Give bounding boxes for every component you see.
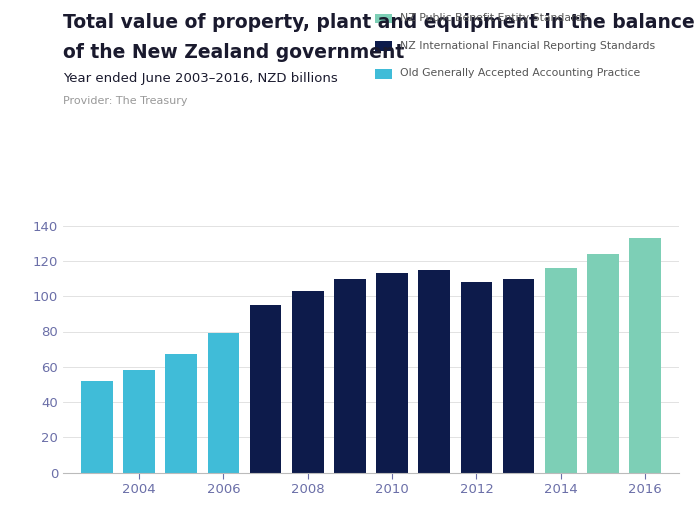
Bar [461, 282, 492, 472]
Bar [334, 279, 365, 472]
Bar [207, 333, 239, 472]
Bar [292, 291, 323, 472]
Text: Total value of property, plant and equipment in the balance sheet: Total value of property, plant and equip… [63, 13, 700, 32]
Bar [503, 279, 535, 472]
Bar [165, 354, 197, 472]
Bar [545, 268, 577, 472]
Text: of the New Zealand government: of the New Zealand government [63, 43, 405, 62]
Bar [419, 270, 450, 472]
Text: Year ended June 2003–2016, NZD billions: Year ended June 2003–2016, NZD billions [63, 72, 337, 86]
Text: figure.nz: figure.nz [597, 15, 673, 29]
Bar [81, 381, 113, 472]
Text: Provider: The Treasury: Provider: The Treasury [63, 96, 188, 106]
Text: NZ International Financial Reporting Standards: NZ International Financial Reporting Sta… [400, 40, 655, 51]
Text: Old Generally Accepted Accounting Practice: Old Generally Accepted Accounting Practi… [400, 68, 640, 79]
Bar [123, 370, 155, 472]
Bar [587, 254, 619, 472]
Bar [377, 274, 408, 472]
Text: NZ Public Benefit Entity Standards: NZ Public Benefit Entity Standards [400, 13, 588, 23]
Bar [250, 305, 281, 472]
Bar [629, 238, 661, 472]
